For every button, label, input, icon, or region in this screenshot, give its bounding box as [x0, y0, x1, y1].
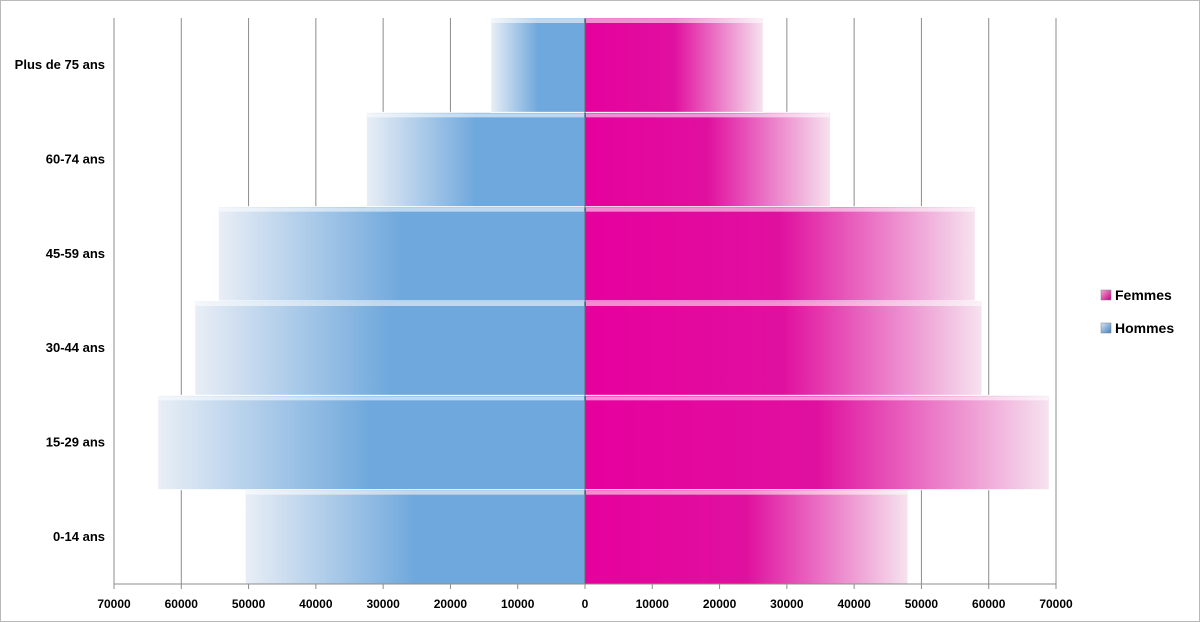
x-tick-label: 50000 — [905, 597, 939, 611]
category-label: 60-74 ans — [46, 152, 105, 167]
bar-highlight — [219, 207, 585, 212]
bar-highlight — [586, 490, 907, 495]
bar-highlight — [586, 19, 763, 23]
x-tick-label: 30000 — [366, 597, 400, 611]
legend-label-femmes: Femmes — [1115, 287, 1172, 303]
x-tick-label: 60000 — [972, 597, 1006, 611]
bar-highlight — [586, 396, 1049, 401]
bar-femmes-1 — [584, 394, 1050, 491]
bar-femmes-5 — [584, 17, 764, 113]
bar-hommes-0 — [244, 489, 586, 585]
bar-highlight — [246, 490, 584, 495]
category-label: 0-14 ans — [53, 529, 105, 544]
bar-highlight — [586, 113, 830, 118]
x-tick-label: 20000 — [434, 597, 468, 611]
x-tick-label: 60000 — [165, 597, 199, 611]
x-axis: 70000 60000 50000 40000 30000 20000 10000 0 1000… — [97, 18, 1073, 611]
x-tick-label: 0 — [582, 597, 589, 611]
bar-hommes-5 — [490, 17, 586, 113]
x-tick-label: 70000 — [1039, 597, 1073, 611]
bar-hommes-4 — [365, 111, 586, 208]
legend-label-hommes: Hommes — [1115, 320, 1174, 336]
x-tick-label: 70000 — [97, 597, 131, 611]
bar-femmes-0 — [584, 489, 909, 585]
x-tick-label: 50000 — [232, 597, 266, 611]
x-tick-label: 10000 — [636, 597, 670, 611]
bar-highlight — [586, 302, 981, 306]
bar-hommes-2 — [194, 300, 586, 396]
bars — [157, 17, 1050, 585]
legend: Femmes Hommes — [1100, 287, 1174, 336]
category-labels: 0-14 ans 15-29 ans 30-44 ans 45-59 ans 60-74… — [15, 57, 105, 544]
bar-highlight — [586, 207, 975, 212]
x-tick-label: 40000 — [299, 597, 333, 611]
bar-femmes-4 — [584, 111, 832, 208]
x-tick-label: 30000 — [770, 597, 804, 611]
category-label: Plus de 75 ans — [15, 57, 105, 72]
legend-swatch-hommes — [1100, 322, 1112, 334]
bar-femmes-3 — [584, 206, 976, 302]
bar-highlight — [367, 113, 584, 118]
category-label: 45-59 ans — [46, 246, 105, 261]
x-tick-label: 20000 — [703, 597, 737, 611]
x-tick-label: 10000 — [501, 597, 535, 611]
bar-highlight — [158, 396, 584, 401]
category-label: 15-29 ans — [46, 435, 105, 450]
bar-femmes-2 — [584, 300, 983, 396]
bar-highlight — [195, 302, 584, 306]
category-label: 30-44 ans — [46, 340, 105, 355]
legend-swatch-femmes — [1100, 289, 1112, 301]
x-tick-label: 40000 — [837, 597, 871, 611]
bar-highlight — [491, 19, 584, 23]
bar-hommes-1 — [157, 394, 586, 491]
bar-hommes-3 — [217, 206, 586, 302]
